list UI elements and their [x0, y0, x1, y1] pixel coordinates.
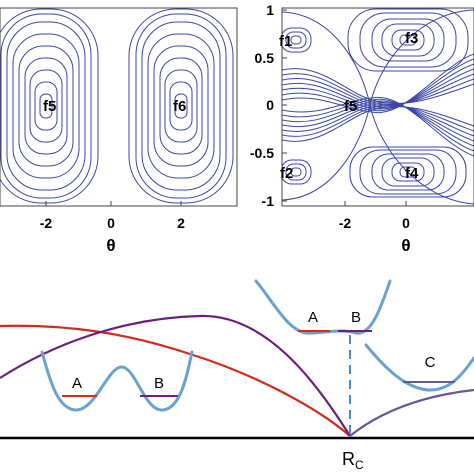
state-b-label: B [351, 309, 361, 326]
right-plot-frame [281, 7, 474, 207]
streamline [135, 13, 227, 199]
right-xtick-label: 0 [402, 215, 410, 231]
right-ytick-label: -0.5 [250, 145, 274, 161]
right-ytick-label: 0 [266, 97, 274, 113]
streamline [359, 149, 457, 195]
right-xaxis: -2 0 θ [339, 201, 411, 255]
double-well-top: A B [254, 279, 392, 335]
left-plot-frame [0, 7, 238, 207]
streamline [39, 93, 53, 119]
streamline [347, 8, 469, 72]
streamline [164, 69, 198, 143]
right-ytick-label: -1 [262, 193, 275, 209]
right-streamplot: 1 0.5 0 -0.5 -1 -2 0 θ f1 f2 f3 f4 f5 [250, 2, 474, 255]
fixed-point-label-f6: f6 [173, 98, 186, 115]
streamline [285, 163, 307, 181]
streamline [282, 63, 474, 110]
streamline [282, 98, 474, 152]
state-c-label: C [425, 354, 436, 371]
state-a-label: A [72, 375, 82, 392]
streamline [153, 45, 209, 167]
fixed-point-label-f2: f2 [280, 165, 293, 182]
fixed-point-label-f4: f4 [405, 165, 419, 182]
streamline [371, 153, 445, 191]
right-xtick-label: -2 [339, 215, 352, 231]
streamline [6, 21, 86, 191]
right-ytick-label: 1 [266, 2, 274, 18]
streamline [391, 29, 425, 51]
streamline [24, 57, 68, 155]
left-streamplot: -2 0 2 θ f5 f6 [0, 7, 238, 255]
streamline [169, 81, 193, 131]
streamline [290, 35, 302, 45]
left-streamlines [0, 8, 234, 204]
streamline [371, 18, 445, 62]
fixed-point-label-f5-right: f5 [344, 98, 357, 115]
streamline [391, 162, 425, 182]
state-a-label: A [308, 309, 318, 326]
streamline [381, 23, 435, 57]
left-xaxis-label: θ [106, 236, 115, 255]
streamline [290, 167, 302, 177]
streamline [159, 57, 203, 155]
streamline [141, 21, 221, 191]
red-branch-curve [0, 324, 351, 437]
streamline [147, 33, 215, 179]
double-well-left: A B [40, 350, 194, 412]
streamline [282, 159, 312, 185]
state-b-label: B [154, 375, 164, 392]
streamline [18, 45, 74, 167]
streamline [381, 157, 435, 187]
single-well: C [364, 343, 474, 392]
left-xaxis: -2 0 2 θ [40, 201, 185, 255]
bifurcation-schematic: RC A B A B C [0, 279, 474, 472]
streamline [399, 166, 417, 178]
right-streamlines [282, 8, 474, 205]
streamline [282, 68, 474, 108]
streamline [34, 81, 58, 131]
streamline [285, 31, 307, 49]
right-xaxis-label: θ [401, 236, 410, 255]
fixed-point-label-f5-left: f5 [43, 98, 56, 115]
streamline [282, 27, 312, 53]
streamline [282, 102, 474, 142]
left-xtick-label: -2 [40, 215, 53, 231]
streamline [359, 12, 457, 68]
right-yaxis: 1 0.5 0 -0.5 -1 [250, 2, 287, 209]
streamline [0, 13, 92, 199]
slate-branch-curve [349, 388, 474, 437]
left-xtick-label: 0 [107, 215, 115, 231]
fixed-point-label-f3: f3 [405, 30, 418, 47]
streamline [174, 93, 188, 119]
streamline [29, 69, 63, 143]
critical-point-label: RC [342, 449, 364, 472]
purple-branch-curve [0, 314, 351, 437]
streamline [282, 100, 474, 147]
streamline [399, 34, 417, 46]
right-ytick-label: 0.5 [255, 50, 275, 66]
left-xtick-label: 2 [177, 215, 185, 231]
streamline [349, 146, 467, 198]
fixed-point-label-f1: f1 [279, 33, 292, 50]
streamline [282, 58, 474, 112]
streamline [12, 33, 80, 179]
streamline [282, 9, 474, 201]
